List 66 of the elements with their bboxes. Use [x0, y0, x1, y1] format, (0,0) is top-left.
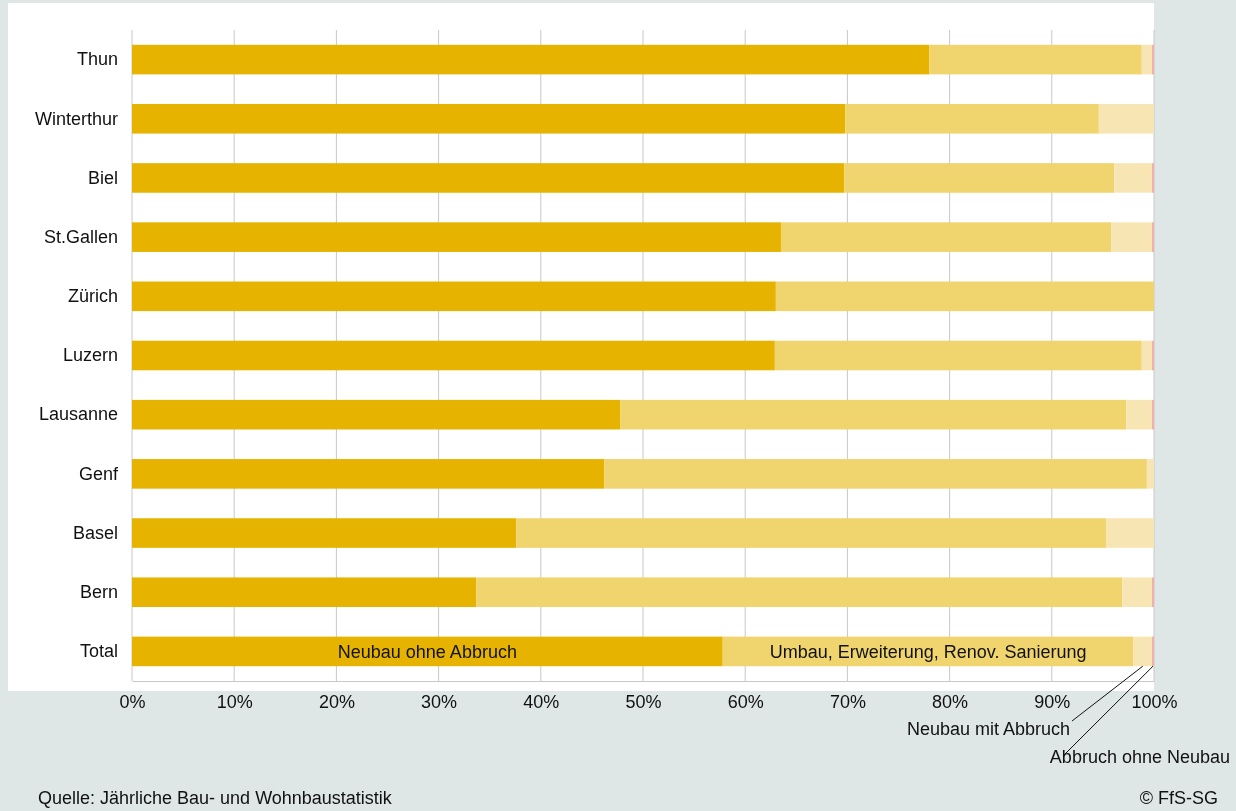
bar: [1151, 163, 1154, 193]
x-tick-label: 10%: [216, 691, 253, 712]
x-tick-label: 20%: [318, 691, 355, 712]
bar: [476, 577, 1123, 608]
bar: [1141, 340, 1152, 371]
x-tick-label: 40%: [523, 691, 560, 712]
y-tick-label: Lausanne: [38, 404, 118, 425]
series-label: Umbau, Erweiterung, Renov. Sanierung: [769, 641, 1087, 662]
bar: [1114, 163, 1152, 193]
y-tick-label: Biel: [87, 167, 118, 188]
bar: [929, 44, 1142, 75]
y-tick-label: Winterthur: [34, 108, 118, 129]
x-tick-label: 30%: [421, 691, 458, 712]
x-tick-label: 90%: [1034, 691, 1071, 712]
bar: [620, 399, 1127, 430]
bar: [1151, 577, 1154, 608]
bar: [132, 399, 621, 430]
x-tick-label: 80%: [932, 691, 969, 712]
bar: [132, 163, 845, 193]
bar: [1151, 44, 1154, 75]
bar: [132, 103, 846, 134]
y-tick-label: Bern: [79, 581, 118, 602]
x-tick-label: 60%: [727, 691, 764, 712]
bar: [780, 222, 1112, 252]
bar: [1098, 103, 1154, 134]
x-tick-label: 100%: [1131, 691, 1178, 712]
bar: [1133, 636, 1152, 667]
x-tick-label: 70%: [829, 691, 866, 712]
bar: [774, 340, 1142, 371]
bar: [1151, 340, 1154, 371]
y-tick-label: Genf: [78, 463, 119, 484]
bar: [132, 518, 517, 548]
bar: [132, 459, 605, 489]
bar: [132, 222, 781, 252]
bar: [604, 459, 1147, 489]
y-tick-label: Thun: [76, 49, 118, 70]
bar: [132, 340, 775, 371]
bar: [132, 281, 776, 312]
bar: [1151, 222, 1154, 252]
bar: [1146, 459, 1154, 489]
y-tick-label: Luzern: [62, 345, 118, 366]
y-tick-label: Total: [79, 641, 118, 662]
text: Neubau mit Abbruch: [906, 719, 1070, 739]
bar: [1151, 399, 1154, 430]
y-tick-label: Zürich: [67, 286, 118, 307]
text: © FfS-SG: [1139, 788, 1218, 808]
bar: [1141, 44, 1152, 75]
bar: [132, 44, 930, 75]
bar: [1126, 399, 1152, 430]
bar: [1105, 518, 1154, 548]
bar: [1151, 636, 1154, 667]
text: Abbruch ohne Neubau: [1049, 747, 1230, 767]
y-tick-label: Basel: [72, 522, 118, 543]
bar: [132, 636, 723, 667]
source-note: Quelle: Jährliche Bau- und Wohnbaustatistik: [38, 788, 393, 808]
x-tick-label: 50%: [625, 691, 662, 712]
bar: [845, 103, 1099, 134]
y-tick-label: St.Gallen: [43, 226, 118, 247]
bar: [844, 163, 1115, 193]
x-tick-label: 0%: [119, 691, 146, 712]
bar: [775, 281, 1154, 312]
bar: [132, 577, 477, 608]
bar: [516, 518, 1106, 548]
bar: [1111, 222, 1152, 252]
series-label: Neubau ohne Abbruch: [337, 641, 517, 662]
bar: [1122, 577, 1152, 608]
